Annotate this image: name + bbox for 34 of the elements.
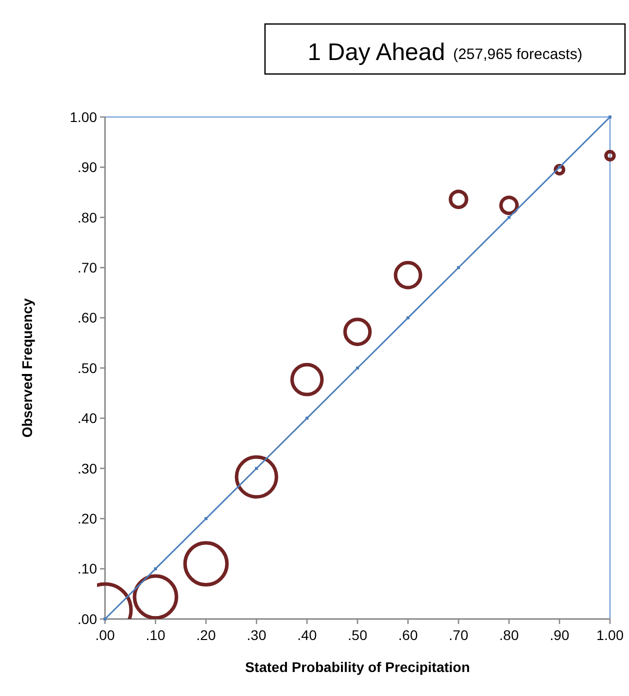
y-tick-label: .00 (78, 610, 98, 627)
x-tick-label: .50 (348, 627, 368, 643)
y-tick-label: .70 (78, 260, 98, 276)
x-tick-label: .30 (246, 627, 266, 643)
point (457, 266, 460, 270)
x-tick-label: .20 (196, 627, 216, 643)
point (255, 466, 258, 470)
y-axis-title: Observed Frequency (19, 298, 35, 438)
y-tick-label: 1.00 (70, 108, 98, 125)
chart-title: 1 Day Ahead (308, 39, 446, 66)
y-tick-label: .50 (78, 360, 98, 376)
point (306, 416, 308, 420)
x-tick-label: .40 (297, 627, 317, 643)
point (558, 166, 561, 169)
y-tick-label: .80 (78, 209, 98, 226)
x-tick-label: .60 (398, 627, 418, 643)
y-tick-label: .10 (78, 560, 98, 577)
point (154, 567, 157, 570)
chart-subtitle: (257,965 forecasts) (453, 46, 582, 63)
y-tick-label: .40 (78, 410, 98, 426)
point (508, 216, 510, 219)
y-tick-label: .90 (78, 159, 98, 176)
x-axis-title: Stated Probability of Precipitation (245, 659, 470, 675)
x-tick-label: 1.00 (596, 627, 624, 643)
x-tick-label: .10 (146, 627, 166, 643)
x-tick-label: .80 (499, 627, 519, 643)
x-tick-label: .90 (550, 627, 570, 643)
point (204, 517, 208, 520)
point (406, 316, 410, 320)
y-tick-label: .60 (78, 310, 98, 326)
x-tick-label: .70 (448, 627, 468, 643)
y-tick-label: .30 (78, 460, 98, 476)
y-tick-label: .20 (78, 510, 98, 526)
x-tick-label: .00 (95, 627, 115, 643)
